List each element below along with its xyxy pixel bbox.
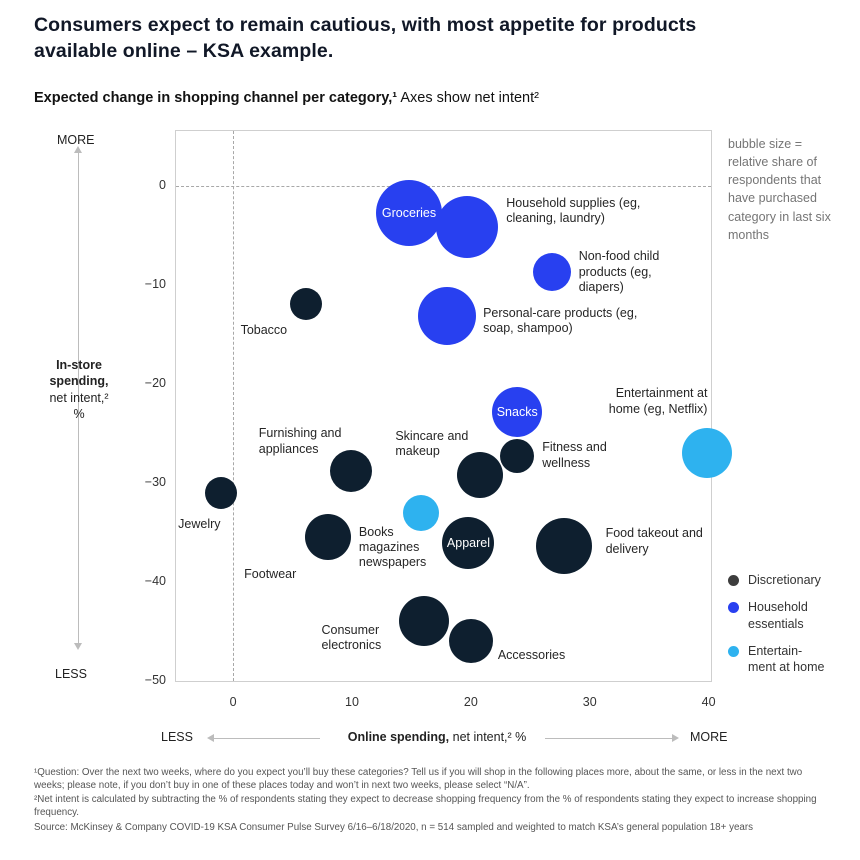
x-axis-title-regular: net intent,² % bbox=[449, 730, 527, 744]
zero-line-horizontal bbox=[176, 186, 711, 188]
y-tick-label: −40 bbox=[144, 574, 166, 589]
bubble-label-fitness-wellness: Fitness and wellness bbox=[542, 440, 607, 470]
legend-label: Discretionary bbox=[748, 573, 821, 587]
chart-subtitle-bold: Expected change in shopping channel per … bbox=[34, 90, 398, 106]
bubble-fitness-wellness bbox=[500, 439, 535, 474]
x-tick-label: 40 bbox=[701, 695, 716, 709]
bubble-size-note: bubble size = relative share of responde… bbox=[728, 137, 831, 242]
y-tick-label: −20 bbox=[144, 376, 166, 391]
bubble-label-books-magazines-newspapers: Books magazines newspapers bbox=[358, 524, 427, 570]
y-axis-less-label: LESS bbox=[55, 667, 87, 681]
bubble-accessories bbox=[448, 619, 493, 664]
bubble-skincare-makeup bbox=[457, 452, 504, 499]
bubble-footwear bbox=[305, 513, 352, 560]
legend-item-discretionary: Discretionary bbox=[728, 572, 848, 588]
y-axis-arrow-icon bbox=[74, 146, 82, 650]
legend-item-entertainment: Entertain- ment at home bbox=[728, 643, 848, 676]
bubble-label-food-takeout-delivery: Food takeout and delivery bbox=[605, 526, 703, 556]
bubble-entertainment-at-home bbox=[682, 428, 733, 479]
chart-subtitle-regular: Axes show net intent² bbox=[397, 90, 539, 106]
bubble-label-entertainment-at-home: Entertainment at home (eg, Netflix) bbox=[608, 386, 708, 416]
legend: Discretionary Household essentials Enterta… bbox=[728, 572, 848, 686]
bubble-label-consumer-electronics: Consumer electronics bbox=[321, 622, 382, 652]
x-axis-right-arrow-icon bbox=[545, 734, 679, 742]
x-tick-label: 30 bbox=[582, 695, 597, 709]
legend-dot-icon bbox=[728, 645, 739, 657]
bubble-books-magazines-newspapers bbox=[402, 494, 439, 531]
bubble-label-non-food-child-products: Non-food child products (eg, diapers) bbox=[578, 249, 660, 294]
y-tick-label: −30 bbox=[144, 475, 166, 490]
y-axis-title-line3: % bbox=[73, 406, 85, 421]
x-axis-title: Online spending, net intent,² % bbox=[337, 730, 537, 744]
bubble-label-household-supplies: Household supplies (eg, cleaning, laundr… bbox=[506, 195, 641, 226]
bubble-label-accessories: Accessories bbox=[497, 648, 566, 663]
y-axis-title-bold: In-store spending, bbox=[49, 358, 109, 389]
legend-label: Household essentials bbox=[748, 600, 808, 631]
footnotes: ¹Question: Over the next two weeks, wher… bbox=[34, 766, 832, 835]
zero-line-vertical bbox=[233, 131, 235, 681]
x-tick-label: 0 bbox=[229, 695, 237, 709]
x-axis-left-arrow-icon bbox=[207, 734, 320, 742]
bubble-label-tobacco: Tobacco bbox=[240, 323, 288, 338]
bubble-apparel: Apparel bbox=[442, 516, 495, 569]
x-axis-title-bold: Online spending, bbox=[347, 730, 450, 744]
bubble-label-personal-care-products: Personal-care products (eg, soap, shampo… bbox=[483, 305, 638, 336]
chart-subtitle: Expected change in shopping channel per … bbox=[34, 90, 814, 106]
y-tick-label: −10 bbox=[144, 277, 166, 292]
source-note: Source: McKinsey & Company COVID-19 KSA … bbox=[34, 821, 754, 833]
plot-area: 0 −10 −20 −30 −40 −50 0 10 20 30 40 Groceries Househ… bbox=[145, 130, 733, 709]
bubble-non-food-child-products bbox=[532, 253, 571, 292]
legend-label: Entertain- ment at home bbox=[748, 643, 825, 674]
bubble-snacks: Snacks bbox=[492, 386, 543, 437]
x-axis-less-label: LESS bbox=[161, 730, 193, 744]
y-axis-title: In-store spending, net intent,² % bbox=[29, 357, 129, 422]
y-axis-more-label: MORE bbox=[57, 133, 95, 147]
page-title: Consumers expect to remain cautious, wit… bbox=[34, 14, 697, 63]
footnote-1: ¹Question: Over the next two weeks, wher… bbox=[34, 767, 803, 792]
bubble-food-takeout-delivery bbox=[535, 518, 592, 575]
bubble-label-furnishing-appliances: Furnishing and appliances bbox=[258, 426, 342, 456]
legend-dot-icon bbox=[728, 602, 739, 614]
legend-item-household: Household essentials bbox=[728, 599, 848, 632]
bubble-household-supplies bbox=[436, 195, 499, 258]
footnote-2: ²Net intent is calculated by subtracting… bbox=[34, 794, 817, 819]
bubble-label-skincare-makeup: Skincare and makeup bbox=[395, 429, 469, 459]
bubble-furnishing-appliances bbox=[329, 450, 372, 493]
bubble-tobacco bbox=[289, 288, 322, 321]
y-axis-title-line2: net intent,² bbox=[49, 390, 109, 405]
legend-dot-icon bbox=[728, 575, 739, 586]
bubble-label-footwear: Footwear bbox=[244, 566, 297, 581]
bubble-jewelry bbox=[205, 477, 238, 510]
y-tick-label: −50 bbox=[144, 673, 166, 687]
bubble-groceries: Groceries bbox=[376, 180, 443, 247]
x-axis-more-label: MORE bbox=[690, 730, 728, 744]
bubble-personal-care-products bbox=[418, 286, 477, 345]
x-tick-label: 10 bbox=[345, 695, 359, 709]
bubble-label-jewelry: Jewelry bbox=[178, 517, 221, 532]
bubble-consumer-electronics bbox=[399, 595, 450, 646]
y-tick-label: 0 bbox=[159, 178, 166, 193]
x-tick-label: 20 bbox=[463, 695, 478, 709]
